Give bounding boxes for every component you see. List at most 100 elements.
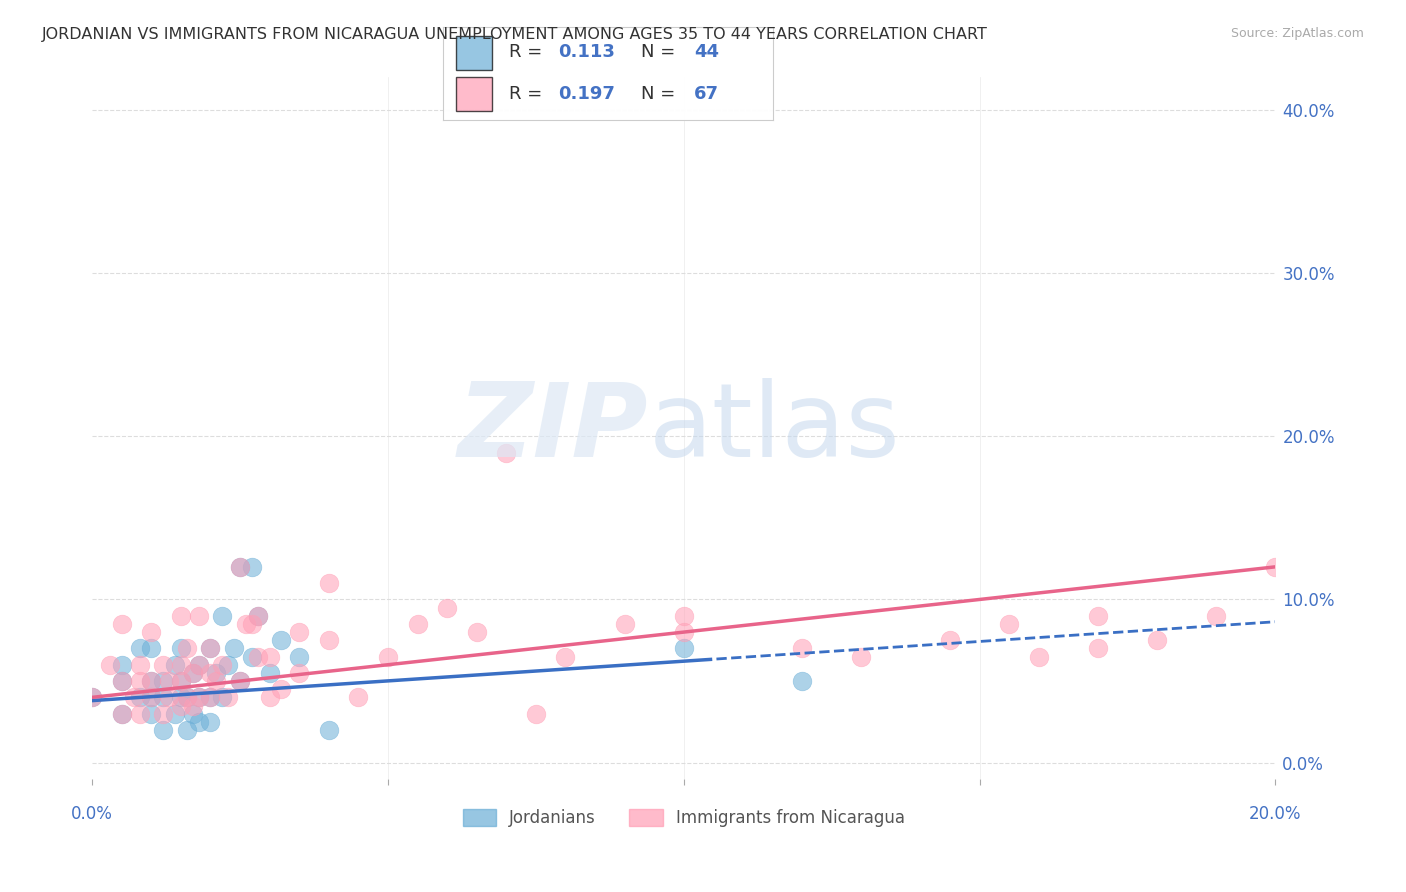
Text: N =: N = bbox=[641, 43, 681, 61]
Point bbox=[318, 723, 340, 737]
Point bbox=[128, 657, 150, 672]
Point bbox=[181, 665, 204, 680]
Point bbox=[347, 690, 370, 705]
Point bbox=[157, 690, 180, 705]
Point bbox=[128, 641, 150, 656]
Point bbox=[181, 698, 204, 713]
Point bbox=[187, 657, 209, 672]
Point bbox=[111, 673, 134, 688]
Text: 0.113: 0.113 bbox=[558, 43, 616, 61]
Point bbox=[672, 625, 695, 640]
Point bbox=[82, 690, 104, 705]
Point bbox=[122, 690, 145, 705]
Text: ZIP: ZIP bbox=[457, 377, 648, 479]
Point bbox=[111, 616, 134, 631]
Point bbox=[1205, 608, 1227, 623]
Point bbox=[1264, 559, 1286, 574]
Point bbox=[187, 714, 209, 729]
Text: Source: ZipAtlas.com: Source: ZipAtlas.com bbox=[1230, 27, 1364, 40]
Point bbox=[152, 673, 174, 688]
Point bbox=[170, 657, 193, 672]
Point bbox=[157, 673, 180, 688]
Point bbox=[240, 559, 263, 574]
Point bbox=[152, 706, 174, 721]
Text: 67: 67 bbox=[695, 86, 718, 103]
Point bbox=[790, 673, 813, 688]
Text: 20.0%: 20.0% bbox=[1249, 805, 1302, 823]
Point bbox=[200, 690, 222, 705]
Point bbox=[200, 690, 222, 705]
Point bbox=[672, 608, 695, 623]
Point bbox=[163, 706, 186, 721]
Point bbox=[170, 608, 193, 623]
Point bbox=[200, 641, 222, 656]
Point bbox=[205, 665, 228, 680]
Point bbox=[82, 690, 104, 705]
Point bbox=[141, 690, 163, 705]
Point bbox=[205, 673, 228, 688]
Text: 44: 44 bbox=[695, 43, 718, 61]
Point bbox=[128, 673, 150, 688]
Point bbox=[998, 616, 1021, 631]
Point bbox=[128, 706, 150, 721]
Point bbox=[170, 698, 193, 713]
Point bbox=[152, 690, 174, 705]
Point bbox=[613, 616, 636, 631]
Point bbox=[111, 657, 134, 672]
Point bbox=[141, 641, 163, 656]
Point bbox=[270, 633, 292, 648]
Point bbox=[141, 673, 163, 688]
Point bbox=[377, 649, 399, 664]
Point bbox=[176, 723, 198, 737]
Point bbox=[152, 723, 174, 737]
Legend: Jordanians, Immigrants from Nicaragua: Jordanians, Immigrants from Nicaragua bbox=[456, 802, 911, 834]
Point bbox=[554, 649, 576, 664]
Point bbox=[259, 649, 281, 664]
Point bbox=[318, 633, 340, 648]
Point bbox=[170, 673, 193, 688]
Point bbox=[465, 625, 488, 640]
Point bbox=[524, 706, 547, 721]
Point bbox=[224, 641, 246, 656]
Point bbox=[229, 673, 252, 688]
Point bbox=[176, 641, 198, 656]
Point bbox=[170, 690, 193, 705]
Point bbox=[181, 706, 204, 721]
Point bbox=[235, 616, 257, 631]
Point bbox=[790, 641, 813, 656]
Point bbox=[211, 608, 233, 623]
Point bbox=[98, 657, 121, 672]
Point bbox=[128, 690, 150, 705]
Point bbox=[246, 608, 269, 623]
Point bbox=[211, 657, 233, 672]
FancyBboxPatch shape bbox=[456, 36, 492, 70]
Point bbox=[141, 690, 163, 705]
Point bbox=[240, 616, 263, 631]
Point bbox=[406, 616, 429, 631]
Point bbox=[672, 641, 695, 656]
Point bbox=[217, 690, 239, 705]
Point bbox=[229, 673, 252, 688]
Point bbox=[111, 706, 134, 721]
Point bbox=[200, 714, 222, 729]
Point bbox=[181, 665, 204, 680]
Point bbox=[211, 690, 233, 705]
Point bbox=[176, 690, 198, 705]
Text: R =: R = bbox=[509, 43, 548, 61]
Text: 0.197: 0.197 bbox=[558, 86, 616, 103]
Point bbox=[229, 559, 252, 574]
Point bbox=[170, 641, 193, 656]
Point bbox=[1028, 649, 1050, 664]
Point bbox=[141, 625, 163, 640]
Point bbox=[111, 706, 134, 721]
Point bbox=[318, 576, 340, 591]
Point bbox=[1087, 608, 1109, 623]
Point bbox=[187, 690, 209, 705]
Point bbox=[436, 600, 458, 615]
Point bbox=[270, 682, 292, 697]
Point bbox=[939, 633, 962, 648]
Point bbox=[217, 657, 239, 672]
Point bbox=[229, 559, 252, 574]
Point bbox=[1087, 641, 1109, 656]
Point bbox=[1146, 633, 1168, 648]
